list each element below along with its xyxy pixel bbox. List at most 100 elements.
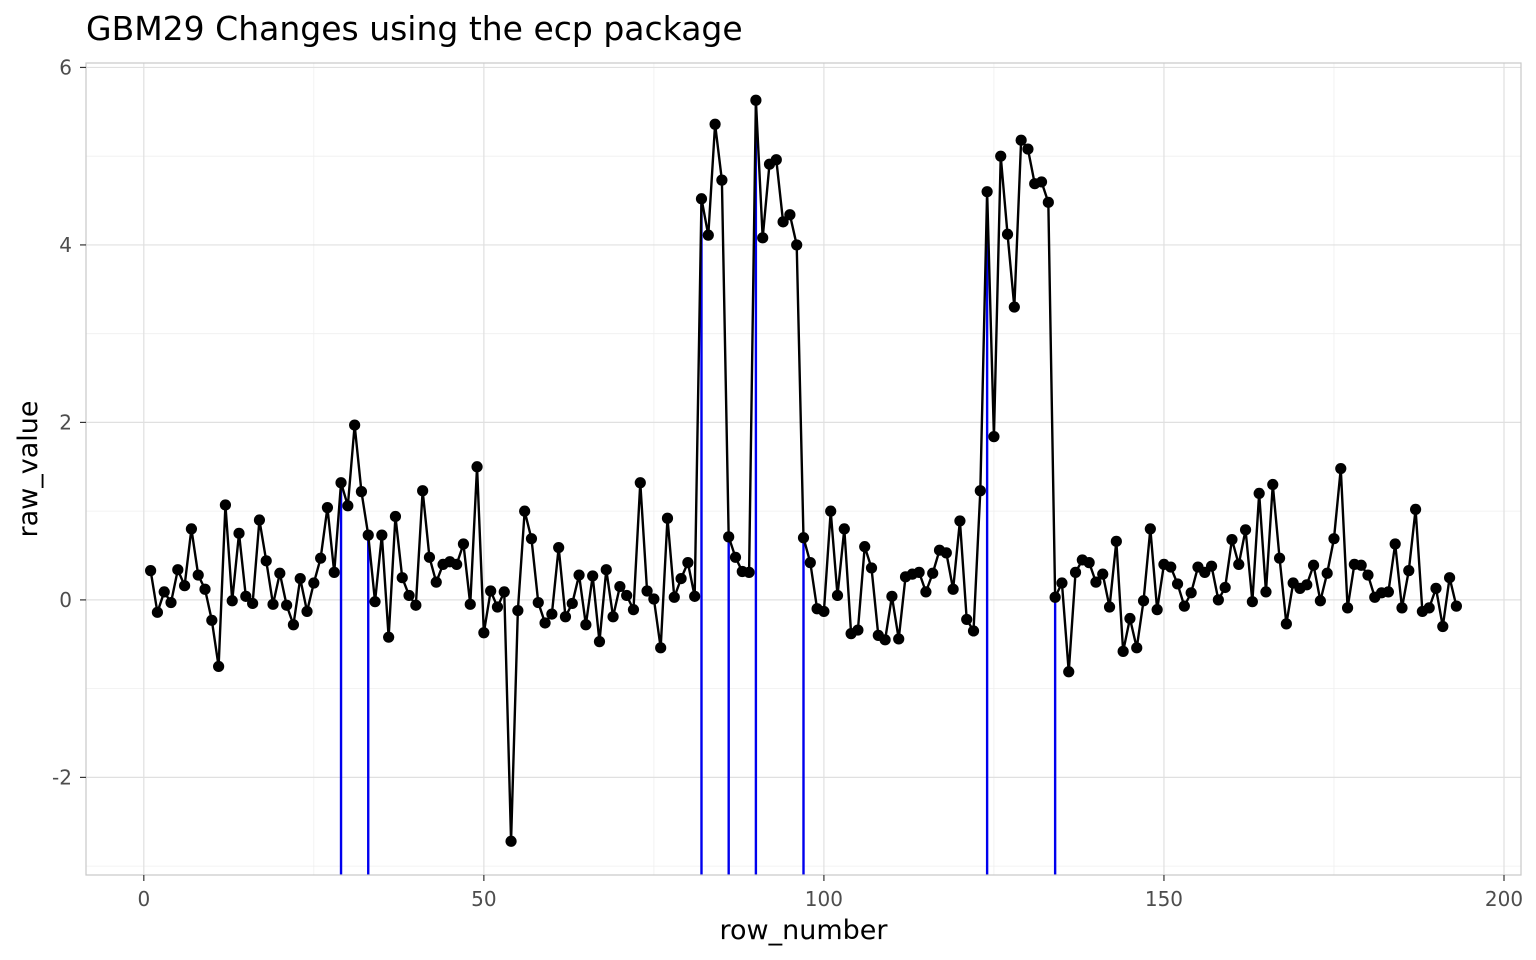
data-point [729,551,742,563]
data-point [1110,535,1122,547]
data-point [1178,600,1190,612]
axes: 0 50 100 150 200 -2 0 2 4 6 [52,55,1523,911]
data-point [342,500,354,512]
data-point [974,485,986,497]
data-point [634,477,646,489]
data-point [192,569,204,581]
data-point [1382,586,1394,598]
data-point [1185,587,1197,599]
data-point [281,599,293,611]
y-tick-label: 4 [59,233,72,257]
data-point [655,642,667,654]
data-point [213,660,225,673]
data-point [1314,595,1326,607]
data-point [1015,134,1027,146]
data-point [1260,586,1272,598]
data-point [947,583,959,595]
data-point [709,118,721,130]
data-point [165,596,177,609]
data-point [158,586,170,598]
data-point [838,523,850,535]
data-point [206,614,218,626]
data-point [1450,600,1462,612]
x-tick-label: 0 [137,887,150,911]
data-point [233,527,245,539]
data-point [525,533,538,545]
data-point [940,547,952,559]
data-point [1328,533,1340,545]
y-tick-label: 6 [59,55,72,79]
data-point [457,538,470,550]
data-point [328,566,340,578]
data-point [179,580,191,592]
data-point [580,619,592,631]
x-tick-label: 100 [805,887,843,911]
data-point [1131,642,1143,654]
data-point [1090,576,1102,588]
data-point [695,193,708,205]
x-axis-title: row_number [720,915,889,946]
data-point [1321,567,1333,579]
data-point [1437,620,1449,633]
data-point [893,633,905,645]
data-point [308,577,320,589]
data-point [1219,581,1231,594]
data-point [1117,645,1129,657]
series-points [145,94,1462,847]
data-point [1273,552,1286,564]
data-point [1341,602,1354,614]
data-point [485,585,497,597]
data-point [464,598,476,610]
data-point [532,596,544,609]
data-point [451,558,463,570]
data-point [1165,561,1177,573]
data-point [1151,604,1163,616]
data-point [247,597,259,610]
data-point [294,572,306,585]
data-point [498,586,510,598]
data-point [430,576,442,588]
data-point [1307,559,1320,571]
data-point [1389,538,1401,550]
data-point [668,591,680,603]
data-point [1212,594,1224,606]
data-point [621,589,633,602]
data-point [151,606,164,618]
data-point [301,605,313,618]
data-point [648,593,660,605]
data-point [539,617,551,629]
data-point [559,611,572,623]
data-point [403,589,415,602]
y-tick-label: 0 [59,588,72,612]
data-point [1137,595,1150,607]
data-point [1335,462,1347,475]
data-point [471,461,483,473]
data-point [267,598,279,610]
data-point [641,585,653,597]
data-point [791,239,803,251]
data-point [546,608,558,620]
chart-title: GBM29 Changes using the ecp package [86,9,743,48]
data-point [1301,579,1313,591]
data-point [383,631,395,643]
data-point [750,94,762,106]
data-point [587,570,599,582]
data-point [335,477,347,489]
data-point [417,485,429,497]
data-point [886,590,898,602]
data-point [1097,568,1109,580]
data-point [199,583,211,595]
data-point [1409,503,1422,515]
data-point [1049,591,1061,603]
data-point [553,541,565,554]
data-point [777,216,789,228]
data-point [315,552,327,564]
data-point [1144,523,1156,535]
data-point [274,567,286,579]
data-point [1083,557,1095,569]
data-point [287,619,300,631]
data-point [981,186,993,198]
data-point [995,150,1007,162]
data-point [410,599,422,611]
